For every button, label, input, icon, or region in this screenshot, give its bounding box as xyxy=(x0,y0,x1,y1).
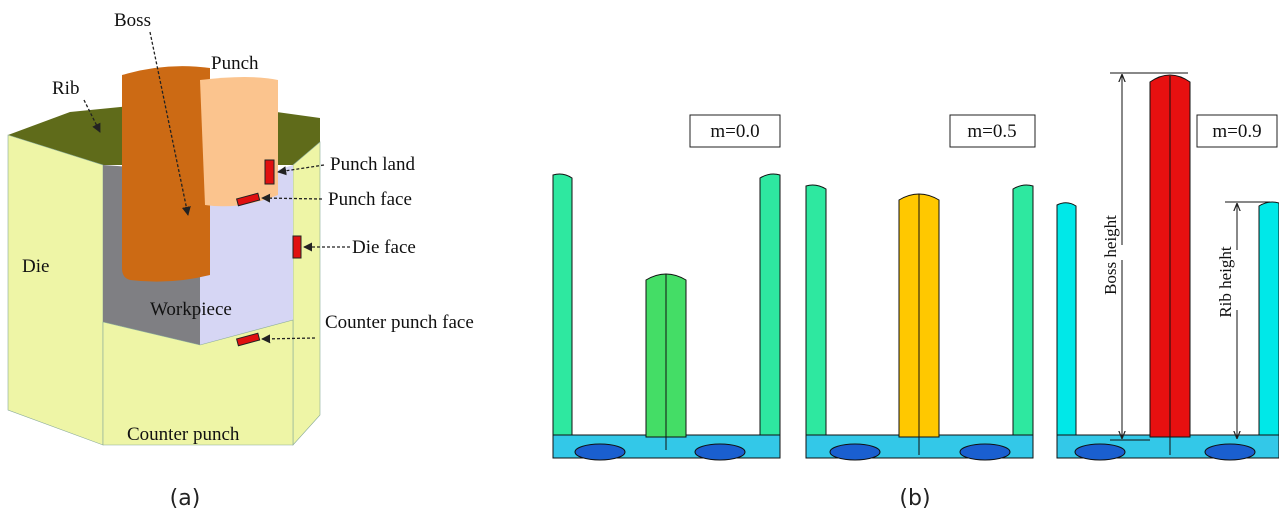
case-label: m=0.0 xyxy=(710,121,759,142)
contour xyxy=(960,444,1010,460)
punch-land-marker xyxy=(265,160,274,184)
panel-a: Boss Punch Rib Punch land Punch face Die… xyxy=(8,10,474,511)
rib-wall xyxy=(1057,203,1076,437)
rib-wall xyxy=(553,174,572,437)
label-rib: Rib xyxy=(52,78,79,99)
contour xyxy=(695,444,745,460)
label-boss: Boss xyxy=(114,10,151,31)
die-left xyxy=(8,135,103,445)
case-m05 xyxy=(806,185,1033,460)
label-counter-punch-face: Counter punch face xyxy=(325,312,474,333)
case-label: m=0.9 xyxy=(1212,121,1261,142)
label-die-face: Die face xyxy=(352,237,416,258)
label-workpiece: Workpiece xyxy=(150,299,232,320)
label-die: Die xyxy=(22,256,49,277)
figure: Boss Punch Rib Punch land Punch face Die… xyxy=(0,0,1279,522)
case-m0 xyxy=(553,174,780,460)
label-counter-punch: Counter punch xyxy=(127,424,240,445)
boss-height-label: Boss height xyxy=(1101,215,1120,295)
label-punch: Punch xyxy=(211,53,259,74)
caption: (b) xyxy=(899,486,930,511)
rib-wall xyxy=(760,174,780,437)
die-right xyxy=(293,142,320,445)
rib-wall xyxy=(1013,185,1033,437)
contour xyxy=(830,444,880,460)
rib-wall xyxy=(1259,202,1279,437)
caption: (a) xyxy=(170,486,201,511)
label-punch-face: Punch face xyxy=(328,189,412,210)
rib-height-label: Rib height xyxy=(1216,246,1235,318)
contour xyxy=(1075,444,1125,460)
punch-inner xyxy=(200,77,278,206)
panel-b xyxy=(553,73,1279,460)
label-punch-land: Punch land xyxy=(330,154,415,175)
punch-outer xyxy=(122,66,210,282)
case-label: m=0.5 xyxy=(967,121,1016,142)
rib-wall xyxy=(806,185,826,437)
die-face-marker xyxy=(293,236,301,258)
contour xyxy=(575,444,625,460)
contour xyxy=(1205,444,1255,460)
